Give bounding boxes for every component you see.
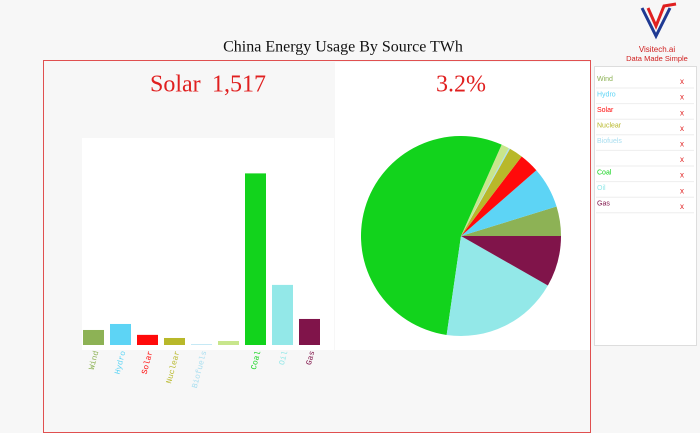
- bar: [299, 318, 320, 345]
- bar: [164, 337, 185, 345]
- bar: [218, 340, 239, 345]
- legend-remove[interactable]: x: [680, 124, 684, 133]
- legend-entry[interactable]: Oil: [597, 185, 606, 192]
- legend-panel: [594, 66, 697, 346]
- logo-brand: Visitech.ai: [639, 45, 676, 54]
- logo: Visitech.ai Data Made Simple: [626, 2, 688, 63]
- legend-remove[interactable]: x: [680, 140, 684, 149]
- legend-entry[interactable]: Coal: [597, 169, 612, 176]
- logo-mark: [640, 7, 672, 40]
- pie-slice: [461, 148, 522, 236]
- bar-panel: [82, 138, 334, 350]
- x-tick-label: Oil: [278, 350, 290, 366]
- highlight-category: Solar: [150, 72, 201, 98]
- pie-slice: [461, 206, 561, 236]
- highlight-share: 3.2%: [436, 72, 486, 98]
- pie-slice: [361, 136, 502, 335]
- pie-slice: [461, 144, 509, 236]
- pie-slice: [461, 236, 561, 286]
- legend-entry[interactable]: Biofuels: [597, 138, 622, 145]
- logo-tagline: Data Made Simple: [626, 54, 688, 63]
- pie-slice: [461, 156, 537, 236]
- page-title: China Energy Usage By Source TWh: [223, 39, 463, 56]
- bar: [191, 344, 212, 345]
- bar: [83, 329, 104, 345]
- legend-remove[interactable]: x: [680, 186, 684, 195]
- x-tick-label: Gas: [305, 350, 317, 366]
- legend-entry[interactable]: Nuclear: [597, 123, 622, 130]
- legend-entry[interactable]: Solar: [597, 107, 614, 114]
- legend-remove[interactable]: x: [680, 93, 684, 102]
- legend-entry[interactable]: Wind: [597, 76, 613, 83]
- pie-slice: [446, 236, 548, 336]
- pie-slice: [461, 148, 510, 236]
- bar: [245, 173, 266, 345]
- legend-remove[interactable]: x: [680, 77, 684, 86]
- legend-entry[interactable]: Gas: [597, 201, 610, 208]
- legend-remove[interactable]: x: [680, 171, 684, 180]
- bar: [272, 284, 293, 345]
- legend-entry[interactable]: Hydro: [597, 91, 616, 98]
- pie-slice: [461, 170, 557, 236]
- legend-remove[interactable]: x: [680, 108, 684, 117]
- legend-remove[interactable]: x: [680, 155, 684, 164]
- bar: [137, 334, 158, 345]
- highlight-value: 1,517: [212, 72, 266, 98]
- logo-mark: [646, 2, 677, 30]
- legend-remove[interactable]: x: [680, 202, 684, 211]
- bar: [110, 323, 131, 345]
